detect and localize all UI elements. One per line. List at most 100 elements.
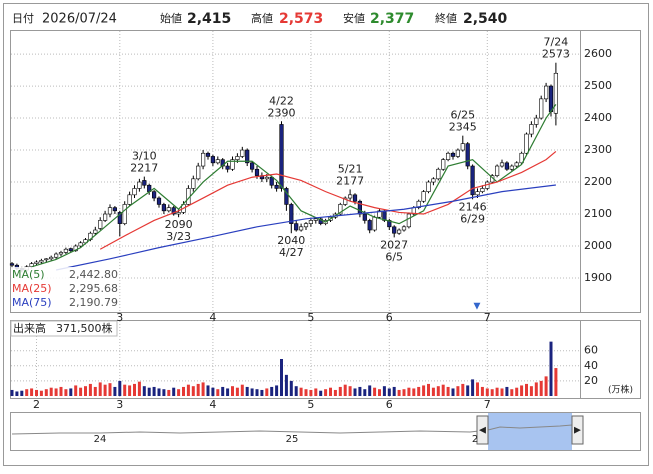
open-value: 2,415: [187, 11, 231, 27]
volume-bar: [539, 380, 543, 396]
low-label: 安値: [343, 11, 365, 25]
navigator-handle-left[interactable]: [476, 415, 489, 445]
candle-body: [480, 188, 485, 192]
volume-bar: [172, 387, 176, 396]
candle-body: [245, 149, 250, 164]
volume-bar: [529, 386, 533, 396]
candle-body: [362, 213, 367, 221]
volume-bar: [93, 386, 97, 396]
volume-bar: [275, 385, 279, 396]
volume-bar: [128, 385, 132, 396]
legend-value: 2,190.79: [69, 296, 118, 309]
candle-body: [475, 191, 480, 196]
y-tick-label: 2000: [584, 239, 612, 252]
volume-bar: [324, 389, 328, 396]
candle-body: [137, 181, 142, 189]
date: 2026/07/24: [42, 12, 117, 27]
candle-body: [44, 258, 49, 261]
candle-body: [494, 165, 500, 176]
candle-body: [63, 248, 68, 253]
candle-body: [436, 168, 441, 180]
volume-bar: [59, 386, 63, 396]
candle-body: [73, 245, 78, 252]
volume-bar: [338, 386, 342, 396]
volume-bar: [471, 379, 475, 396]
x-tick-label: 3: [116, 398, 123, 411]
ma-line: [31, 104, 557, 268]
candle-body: [107, 207, 113, 215]
volume-bar: [363, 389, 367, 396]
candle-body: [519, 152, 524, 164]
y-tick-label: 2400: [584, 111, 612, 124]
volume-bar: [534, 382, 538, 396]
annotation-value: 2390: [268, 106, 296, 119]
volume-bar: [358, 386, 362, 396]
candle-body: [142, 180, 147, 186]
volume-bar: [412, 388, 416, 396]
volume-bar: [137, 381, 141, 396]
candle-body: [152, 191, 157, 199]
navigator-handle-right[interactable]: [571, 415, 584, 445]
legend-name: MA(75): [12, 296, 52, 309]
volume-bar: [196, 383, 200, 396]
volume-bar: [162, 389, 166, 396]
candle-body: [303, 223, 309, 228]
volume-bar: [417, 386, 421, 396]
candle-body: [127, 194, 132, 205]
candle-body: [524, 133, 529, 154]
annotation-date: 6/5: [385, 250, 403, 263]
candle-body: [235, 156, 240, 160]
annotation-value: 2040: [277, 234, 305, 247]
volume-bar: [378, 389, 381, 396]
candle-body: [161, 204, 167, 212]
x-tick-label: 4: [209, 398, 216, 411]
candle-body: [504, 162, 510, 170]
volume-latest: 371,500株: [56, 321, 113, 335]
candle-body: [313, 218, 318, 221]
candle-body: [416, 200, 421, 208]
volume-bar: [157, 388, 161, 396]
frame: [3, 3, 649, 466]
volume-bar: [368, 385, 372, 396]
candle-body: [215, 159, 220, 164]
volume-bar: [201, 382, 205, 396]
navigator-label: 24: [94, 434, 107, 445]
volume-bar: [490, 389, 494, 396]
candle-body: [372, 216, 377, 231]
volume-bar: [255, 389, 259, 396]
candle-body: [553, 72, 558, 114]
unit-label: (万株): [608, 384, 633, 396]
candle-body: [460, 143, 465, 151]
volume-bar: [495, 387, 499, 396]
volume-bar: [309, 389, 313, 396]
candle-body: [279, 124, 284, 189]
navigator-selection[interactable]: [488, 413, 572, 450]
volume-bar: [84, 386, 87, 396]
volume-bar: [505, 386, 509, 396]
annotation-value: 2090: [165, 218, 193, 231]
candle-body: [240, 149, 245, 157]
volume-bar: [265, 388, 269, 396]
volume-bar: [74, 385, 78, 396]
x-tick-label: 7: [484, 311, 491, 324]
annotation-value: 2177: [336, 174, 364, 187]
volume-bar: [387, 388, 391, 396]
volume-bar: [525, 383, 528, 396]
volume-bar: [64, 389, 68, 396]
volume-bar: [10, 389, 14, 396]
volume-bar: [500, 388, 504, 396]
candle-body: [196, 165, 201, 180]
volume-bar: [422, 385, 426, 396]
legend-name: MA(25): [12, 282, 52, 295]
close-value: 2,540: [463, 11, 508, 27]
volume-bar: [461, 383, 465, 396]
volume-bar: [549, 341, 553, 396]
candle-body: [392, 226, 397, 234]
volume-bar: [108, 383, 112, 396]
legend-value: 2,442.80: [69, 268, 118, 281]
candle-body: [78, 242, 83, 247]
volume-bar: [186, 384, 190, 396]
candle-body: [465, 143, 470, 167]
event-marker: ▼: [474, 302, 481, 312]
